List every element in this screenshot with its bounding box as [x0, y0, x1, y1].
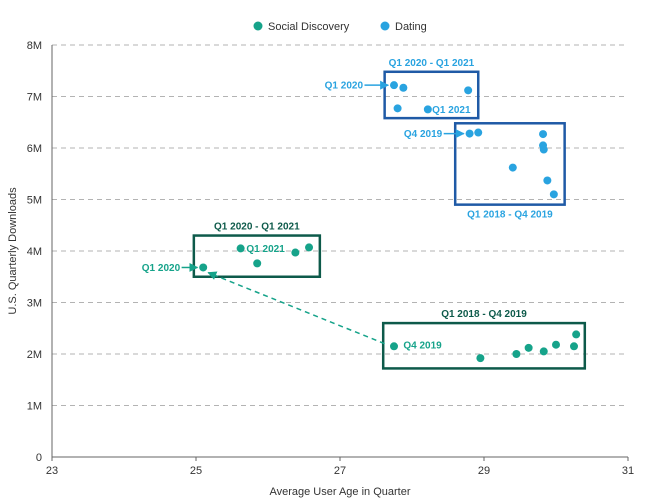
x-tick-label-23: 23 [46, 465, 58, 477]
point-social-discovery-0 [390, 342, 398, 351]
point-social-discovery-2 [512, 350, 521, 358]
point-social-discovery-9 [236, 244, 245, 253]
dating-q1-2018-q4-2019-box-title: Q1 2018 - Q4 2019 [467, 210, 553, 221]
grid-lines [52, 44, 628, 406]
dating-q4-2019-label: Q4 2019 [404, 129, 443, 140]
dating-q1-2020-q1-2021-box-title: Q1 2020 - Q1 2021 [389, 58, 475, 69]
dating-q1-2020-label: Q1 2020 [325, 81, 364, 92]
social-q4-2019-label: Q4 2019 [403, 341, 442, 352]
point-social-discovery-3 [524, 343, 533, 352]
y-tick-label-5M: 5M [27, 195, 42, 207]
point-dating-7 [508, 163, 517, 172]
x-tick-label-25: 25 [190, 465, 202, 477]
y-axis-title: U.S. Quarterly Downloads [7, 187, 19, 315]
social-q1-2020-q1-2021-box-title: Q1 2020 - Q1 2021 [214, 222, 300, 233]
y-tick-label-3M: 3M [27, 298, 42, 310]
point-social-discovery-8 [199, 263, 208, 272]
point-dating-6 [474, 128, 483, 137]
point-dating-3 [423, 105, 432, 114]
axes: 0 1M 2M 3M 4M 5M 6M 7M 8M 23 25 27 29 31 [27, 40, 634, 477]
point-dating-2 [393, 104, 402, 113]
y-tick-label-1M: 1M [27, 401, 42, 413]
point-social-discovery-4 [539, 347, 548, 356]
y-tick-label-7M: 7M [27, 92, 42, 104]
social-q1-2021-label: Q1 2021 [246, 244, 285, 255]
legend-marker-dating [380, 21, 390, 31]
point-dating-4 [464, 86, 473, 95]
y-tick-label-8M: 8M [27, 40, 42, 52]
data-points [199, 81, 581, 363]
point-dating-12 [549, 190, 558, 199]
y-tick-label-2M: 2M [27, 349, 42, 361]
point-dating-11 [543, 176, 552, 185]
x-axis-title: Average User Age in Quarter [269, 486, 410, 498]
dating-q1-2021-label: Q1 2021 [432, 105, 471, 116]
point-dating-10 [539, 145, 548, 154]
social-trend-arrow [207, 271, 385, 345]
point-social-discovery-11 [291, 248, 300, 257]
social-q1-2018-q4-2019-box-title: Q1 2018 - Q4 2019 [441, 309, 527, 320]
annotations: Q1 2020 - Q1 2021 Q1 2018 - Q4 2019 Q1 202… [142, 58, 587, 370]
legend-label-dating: Dating [395, 21, 427, 33]
y-tick-label-4M: 4M [27, 246, 42, 258]
x-tick-label-27: 27 [334, 465, 346, 477]
x-tick-label-31: 31 [622, 465, 634, 477]
point-dating-8 [539, 130, 548, 139]
dating-q1-2018-q4-2019-box [453, 122, 566, 206]
point-social-discovery-1 [476, 354, 485, 363]
dating-q1-2020-q1-2021-box [383, 70, 480, 120]
legend: Social Discovery Dating [253, 21, 427, 33]
point-social-discovery-6 [570, 342, 578, 351]
social-q1-2020-q1-2021-box [192, 234, 322, 279]
y-tick-label-0: 0 [36, 452, 42, 464]
point-social-discovery-12 [305, 243, 314, 252]
x-tick-label-29: 29 [478, 465, 490, 477]
point-social-discovery-7 [572, 330, 581, 339]
point-social-discovery-10 [253, 259, 262, 268]
point-dating-0 [390, 81, 398, 90]
point-dating-1 [399, 83, 408, 92]
legend-label-social-discovery: Social Discovery [268, 21, 350, 33]
legend-marker-social-discovery [253, 21, 263, 31]
point-social-discovery-5 [552, 340, 560, 349]
social-q1-2020-label: Q1 2020 [142, 263, 181, 274]
social-q1-2018-q4-2019-box [381, 321, 587, 370]
y-tick-label-6M: 6M [27, 143, 42, 155]
point-dating-5 [465, 129, 474, 138]
